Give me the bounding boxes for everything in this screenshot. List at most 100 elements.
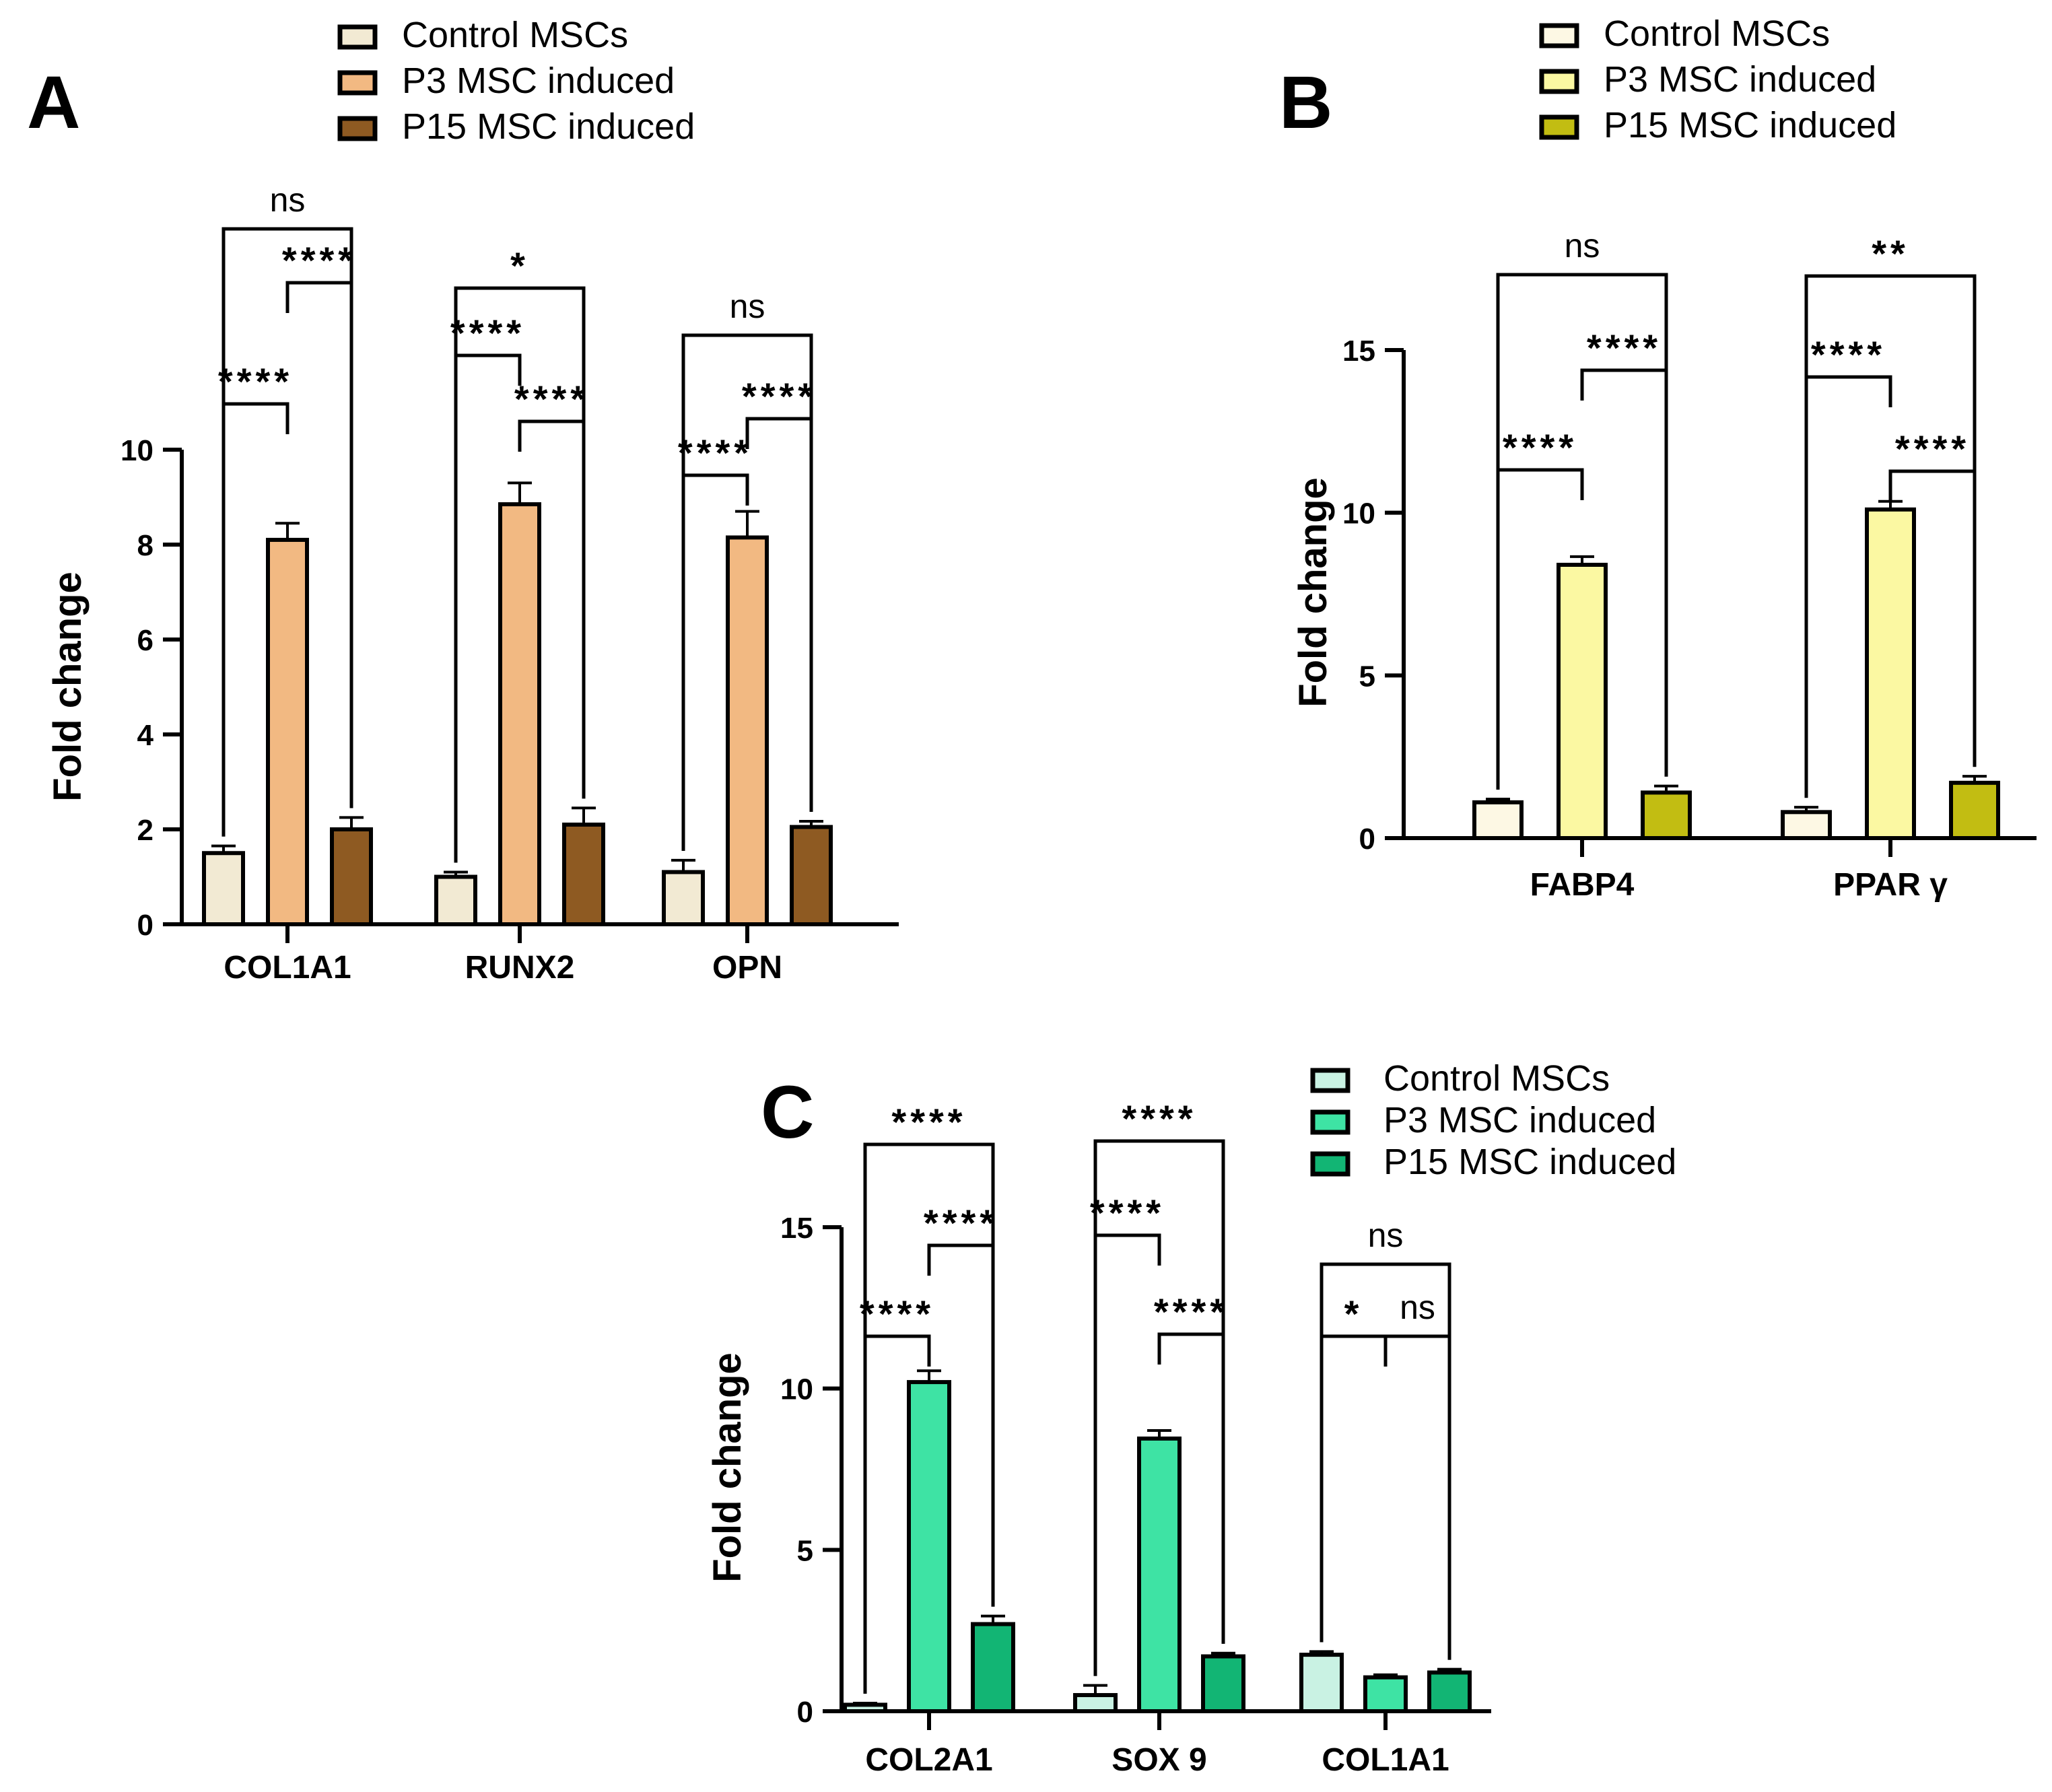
significance-label: **** — [450, 312, 525, 354]
x-tick-label: PPAR γ — [1833, 867, 1948, 903]
legend-swatch — [1310, 1109, 1350, 1135]
significance-label: **** — [1154, 1290, 1229, 1333]
legend-swatch — [1539, 114, 1579, 140]
bar — [843, 1702, 887, 1713]
bar — [1201, 1654, 1245, 1714]
significance-label: **** — [282, 239, 357, 281]
legend-label: P15 MSC induced — [1604, 105, 1896, 145]
x-tick-label: OPN — [712, 950, 782, 986]
bar — [266, 537, 309, 926]
bar — [1865, 507, 1916, 840]
significance-label: **** — [1503, 426, 1577, 469]
x-tick-label: FABP4 — [1530, 867, 1635, 903]
significance-label: **** — [1811, 333, 1886, 376]
legend-label: P3 MSC induced — [402, 61, 675, 101]
bar — [1073, 1693, 1118, 1714]
bar — [1299, 1653, 1344, 1714]
bar — [1472, 800, 1524, 841]
significance-label: * — [1344, 1293, 1363, 1335]
legend-swatch — [337, 24, 378, 50]
y-tick-label: 10 — [1342, 497, 1375, 530]
y-tick-label: 0 — [137, 909, 153, 942]
panel-label: B — [1279, 61, 1332, 144]
y-tick-label: 10 — [121, 434, 153, 467]
y-tick-label: 10 — [780, 1373, 813, 1406]
legend-label: P15 MSC induced — [1383, 1142, 1676, 1182]
significance-bracket — [681, 473, 749, 851]
bar — [1781, 810, 1832, 841]
x-tick-label: SOX 9 — [1112, 1742, 1206, 1778]
y-axis-label: Fold change — [1291, 477, 1335, 708]
significance-label: **** — [924, 1202, 998, 1244]
significance-label: **** — [218, 360, 293, 403]
significance-bracket — [1320, 1334, 1388, 1643]
legend-label: Control MSCs — [402, 15, 628, 55]
y-tick-label: 5 — [797, 1534, 813, 1567]
bar — [202, 851, 245, 926]
legend: Control MSCs P3 MSC induced P15 MSC induce… — [1539, 13, 1896, 145]
y-tick-label: 6 — [137, 624, 153, 657]
significance-bracket — [1093, 1233, 1161, 1676]
bar — [1137, 1436, 1182, 1714]
significance-label: **** — [514, 378, 589, 420]
bar — [1363, 1675, 1408, 1713]
significance-label: * — [510, 244, 529, 287]
legend-swatch — [1310, 1151, 1350, 1177]
significance-bracket — [518, 419, 586, 799]
bar — [1427, 1670, 1472, 1713]
significance-bracket — [1804, 375, 1892, 798]
y-tick-label: 8 — [137, 529, 153, 562]
significance-bracket — [285, 281, 353, 808]
significance-label: **** — [678, 432, 753, 474]
significance-bracket — [927, 1243, 995, 1607]
bar — [1557, 563, 1608, 840]
significance-bracket — [454, 353, 522, 863]
bar — [1949, 780, 2000, 841]
legend-label: Control MSCs — [1383, 1058, 1610, 1099]
panel-b: B Control MSCs P3 MSC induced P15 MSC induc… — [1279, 13, 2037, 903]
significance-label: ** — [1872, 232, 1909, 275]
significance-label: ns — [1368, 1216, 1404, 1254]
x-tick-label: COL1A1 — [224, 950, 351, 986]
y-tick-label: 0 — [797, 1696, 813, 1729]
panel-label: A — [27, 61, 80, 144]
legend-label: Control MSCs — [1604, 13, 1830, 54]
significance-bracket — [1580, 368, 1668, 777]
bar — [1641, 790, 1692, 841]
legend-swatch — [337, 116, 378, 141]
bar — [662, 870, 705, 926]
y-tick-label: 2 — [137, 814, 153, 847]
significance-bracket — [1888, 469, 1977, 767]
y-axis-label: Fold change — [706, 1352, 749, 1583]
significance-bracket — [1383, 1334, 1451, 1660]
significance-label: **** — [1090, 1192, 1165, 1234]
significance-bracket — [1157, 1332, 1225, 1644]
significance-bracket — [221, 402, 289, 837]
y-tick-label: 0 — [1359, 823, 1375, 856]
bar — [330, 827, 373, 926]
panel-a: A Control MSCs P3 MSC induced P15 MSC induc… — [27, 15, 899, 986]
significance-bracket — [1496, 468, 1584, 790]
x-tick-label: RUNX2 — [465, 950, 575, 986]
bar — [498, 502, 541, 926]
y-tick-label: 4 — [137, 719, 154, 752]
bar — [971, 1622, 1015, 1714]
significance-label: ns — [1565, 227, 1600, 265]
significance-label: **** — [1587, 326, 1662, 369]
legend-swatch — [1539, 69, 1579, 94]
x-tick-label: COL1A1 — [1322, 1742, 1449, 1778]
significance-label: **** — [860, 1293, 934, 1335]
legend-swatch — [1310, 1068, 1350, 1093]
significance-bracket — [745, 417, 813, 813]
significance-bracket — [863, 1334, 931, 1694]
legend-label: P3 MSC induced — [1383, 1100, 1656, 1140]
panel-label: C — [761, 1071, 814, 1154]
y-tick-label: 15 — [780, 1212, 813, 1245]
legend-swatch — [1539, 23, 1579, 48]
significance-label: **** — [1122, 1097, 1196, 1140]
bar — [907, 1380, 951, 1714]
legend-label: P3 MSC induced — [1604, 59, 1876, 100]
